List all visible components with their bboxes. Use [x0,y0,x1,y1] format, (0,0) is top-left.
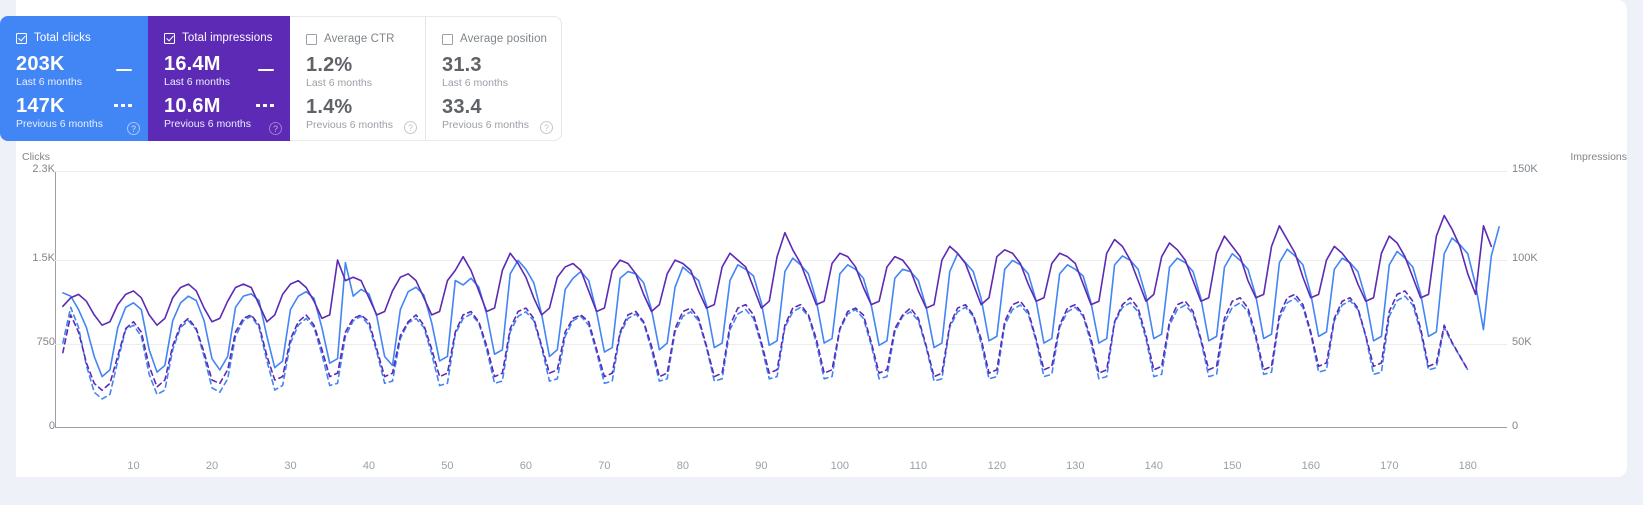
metric-current-value: 1.2% [306,54,353,76]
checkbox-total-impressions[interactable] [164,32,175,44]
gridline [55,260,1507,262]
x-axis-tick-label: 50 [441,460,454,472]
metric-previous-value: 33.4 [442,96,482,118]
metric-current-value: 31.3 [442,54,482,76]
x-axis-tick-label: 180 [1458,460,1477,472]
x-axis-tick-label: 130 [1066,460,1085,472]
left-axis-title: Clicks [22,151,50,163]
checkbox-average-position[interactable] [442,33,453,45]
metric-card-title: Average position [460,33,548,45]
x-axis-tick-label: 30 [284,460,297,472]
metric-card-average-ctr[interactable]: Average CTR 1.2% Last 6 months 1.4% Prev… [290,16,426,141]
metric-card-title: Total impressions [182,32,273,44]
x-axis-tick-label: 10 [127,460,140,472]
x-axis-tick-label: 40 [362,460,376,472]
metric-current-label: Last 6 months [164,76,230,88]
x-axis-tick-label: 60 [519,460,533,472]
card-header: Average position [442,31,548,47]
performance-chart: Clicks Impressions 10 20 30 40 50 60 70 80 90 100… [0,145,1643,477]
metric-previous-value: 10.6M [164,95,221,117]
x-axis-tick-label: 140 [1144,460,1163,472]
solid-line-mark-icon [258,69,274,71]
right-axis-tick-label: 0 [1512,420,1519,432]
x-axis-tick-label: 170 [1380,460,1399,472]
metric-previous-label: Previous 6 months [164,118,251,130]
right-axis-tick-label: 100K [1512,252,1538,265]
dotted-line-mark-icon [114,104,132,107]
right-axis-tick-label: 50K [1512,336,1532,349]
metric-cards-row: Total clicks 203K Last 6 months 147K Pre… [0,16,562,141]
metric-current-value: 16.4M [164,53,221,75]
left-axis-tick-label: 2.3K [32,163,55,175]
x-axis-tick-label: 120 [987,460,1007,472]
x-axis-line [55,427,1507,428]
right-axis-tick-label: 150K [1512,163,1538,175]
metric-current-value: 203K [16,53,65,75]
metric-previous-value: 147K [16,95,65,117]
help-circle-icon[interactable]: ? [269,122,282,135]
solid-line-mark-icon [116,69,132,71]
help-circle-icon[interactable]: ? [404,121,417,134]
gridline [55,171,1507,172]
help-circle-icon[interactable]: ? [127,122,140,135]
series-line [62,226,1500,378]
card-header: Total clicks [16,30,132,46]
x-axis-tick-label: 90 [755,460,768,472]
metric-current-label: Last 6 months [16,76,82,88]
x-axis-tick-label: 160 [1301,460,1320,472]
metric-card-average-position[interactable]: Average position 31.3 Last 6 months 33.4… [426,16,562,141]
checkbox-total-clicks[interactable] [16,32,27,44]
card-header: Total impressions [164,30,274,46]
metric-card-title: Average CTR [324,33,395,45]
metric-card-title: Total clicks [34,32,91,44]
metric-previous-label: Previous 6 months [16,118,103,130]
left-axis-tick-label: 0 [48,420,55,432]
left-axis-tick-label: 1.5K [32,252,55,265]
metric-current-label: Last 6 months [306,77,372,89]
left-axis-tick-label: 750 [36,336,55,349]
checkbox-average-ctr[interactable] [306,33,317,45]
series-lines [62,214,1500,400]
metric-previous-value: 1.4% [306,96,353,118]
metric-current-label: Last 6 months [442,77,508,89]
y-axis-line [55,171,56,428]
dotted-line-mark-icon [256,104,274,107]
metric-card-total-clicks[interactable]: Total clicks 203K Last 6 months 147K Pre… [0,16,148,141]
card-header: Average CTR [306,31,409,47]
x-axis-tick-label: 110 [909,460,928,472]
plot-area: 10 20 30 40 50 60 70 80 90 100 110 120 130 140 150 160 1… [55,171,1507,472]
right-axis-title: Impressions [1570,151,1627,163]
x-axis-tick-label: 100 [830,460,850,472]
help-circle-icon[interactable]: ? [540,121,553,134]
x-axis-tick-label: 70 [598,460,611,472]
metric-previous-label: Previous 6 months [442,119,529,131]
x-axis-tick-label: 150 [1223,460,1242,472]
series-line [62,290,1469,392]
series-line [62,295,1469,400]
metric-previous-label: Previous 6 months [306,119,393,131]
metric-card-total-impressions[interactable]: Total impressions 16.4M Last 6 months 10… [148,16,290,141]
x-axis-tick-label: 80 [676,460,690,472]
series-line [62,214,1493,326]
x-axis-tick-label: 20 [205,460,219,472]
